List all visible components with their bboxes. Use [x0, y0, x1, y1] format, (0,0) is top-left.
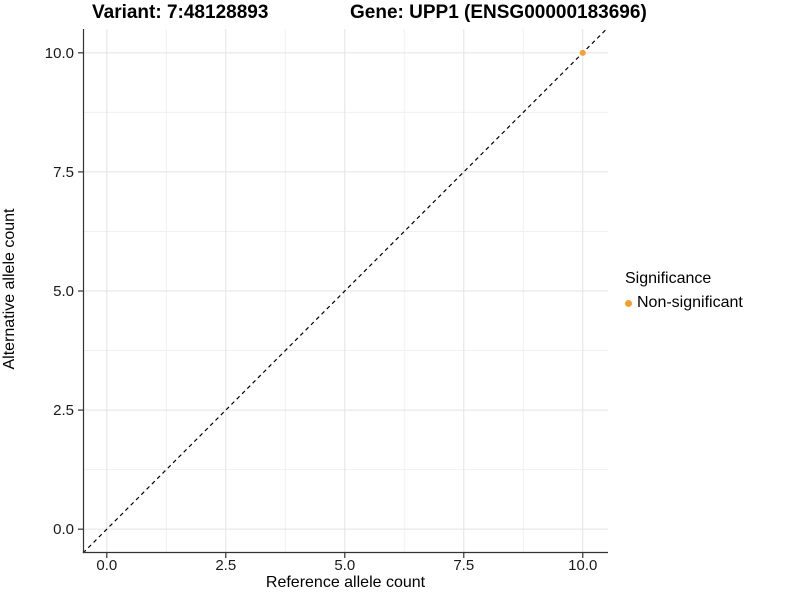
identity-reference-line	[82, 28, 607, 554]
x-tick-label: 10.0	[568, 557, 598, 574]
plot-title-variant: Variant: 7:48128893	[92, 2, 269, 23]
legend-point-icon	[625, 299, 632, 307]
y-axis-title: Alternative allele count	[1, 208, 18, 370]
x-tick-label: 5.0	[334, 557, 356, 574]
y-tick-label: 7.5	[53, 163, 74, 181]
plot-title-gene: Gene: UPP1 (ENSG00000183696)	[350, 2, 647, 23]
legend-item-label: Non-significant	[637, 294, 743, 311]
x-axis-title: Reference allele count	[265, 574, 426, 591]
y-tick-label: 5.0	[53, 283, 74, 300]
legend: Significance Non-significant	[625, 270, 743, 312]
data-point	[579, 49, 586, 56]
legend-item-non-significant: Non-significant	[625, 294, 743, 312]
y-tick-label: 10.0	[44, 44, 74, 62]
plot-panel	[78, 28, 608, 558]
x-tick-label: 7.5	[453, 557, 475, 574]
y-tick-label: 0.0	[53, 521, 74, 539]
x-tick-label: 2.5	[215, 557, 237, 574]
legend-title: Significance	[625, 270, 712, 287]
x-tick-label: 0.0	[96, 557, 118, 574]
y-tick-label: 2.5	[53, 402, 74, 420]
